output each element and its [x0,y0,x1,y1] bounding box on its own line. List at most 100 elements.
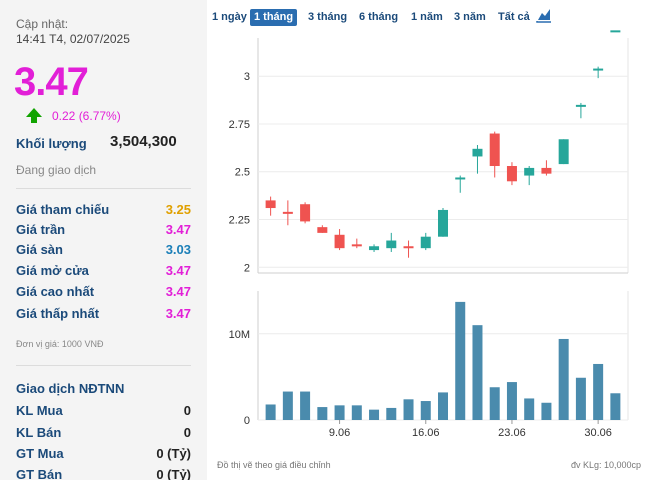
volume-label: Khối lượng [16,136,87,151]
volume-bar [489,387,500,420]
x-tick-label: 23.06 [498,427,526,439]
volume-value: 3,504,300 [110,133,177,150]
candle-body [300,204,311,222]
price-row-value: 3.47 [165,263,191,278]
price-tick-label: 2.25 [229,215,250,227]
price-row-value: 3.47 [165,222,191,237]
area-chart-icon[interactable] [536,7,552,23]
price-row: Giá cao nhất 3.47 [16,284,191,299]
divider [16,365,191,366]
chart-footnote: Đồ thị vẽ theo giá điều chỉnh [217,460,331,470]
foreign-row-value: 0 (Tỷ) [156,446,191,461]
volume-bar [438,392,448,420]
tab-1-năm[interactable]: 1 năm [411,11,443,23]
foreign-row-label: KL Mua [16,403,63,418]
price-row-label: Giá tham chiếu [16,202,110,217]
candle-body [575,104,586,107]
stock-info-panel: Cập nhật: 14:41 T4, 02/07/2025 3.47 0.22… [0,0,207,480]
price-row-label: Giá trần [16,222,66,237]
candle-body [282,211,293,214]
price-tick-label: 3 [244,71,250,83]
volume-bar [575,377,586,420]
price-row: Giá sàn 3.03 [16,242,191,257]
price-row: Giá trần 3.47 [16,222,191,237]
foreign-row: KL Bán 0 [16,425,191,440]
price-row: Giá mở cửa 3.47 [16,263,191,278]
volume-bar [420,401,431,420]
foreign-row-label: KL Bán [16,425,62,440]
x-tick-label: 30.06 [584,427,612,439]
volume-bar [282,391,293,420]
foreign-row-value: 0 [183,425,191,440]
volume-unit-note: đv KLg: 10,000cp [570,460,641,470]
foreign-row: GT Mua 0 (Tỷ) [16,446,191,461]
candle-body [506,166,517,182]
foreign-row-label: GT Mua [16,446,64,461]
foreign-row-label: GT Bán [16,467,63,480]
candle-body [317,227,328,233]
candle-body [524,167,535,176]
volume-bar [334,405,345,420]
price-tick-label: 2 [244,262,250,274]
price-row-value: 3.47 [165,284,191,299]
foreign-row-value: 0 [183,403,191,418]
price-row-label: Giá thấp nhất [16,306,100,321]
volume-bar [506,382,517,420]
price-row: Giá thấp nhất 3.47 [16,306,191,321]
tab-tất-cả[interactable]: Tất cả [498,11,530,23]
volume-bar [386,407,397,420]
up-arrow-icon-stem [31,116,37,123]
foreign-row-value: 0 (Tỷ) [156,467,191,480]
price-row-value: 3.47 [165,306,191,321]
candle-body [334,234,345,249]
price-unit-note: Đơn vị giá: 1000 VNĐ [16,339,104,349]
tab-1-ngày[interactable]: 1 ngày [212,11,247,23]
volume-bar [369,409,380,420]
candle-body [558,139,569,165]
volume-bar [524,398,535,420]
candle-body [455,177,466,180]
candle-body [489,133,500,167]
volume-bar [403,399,414,420]
price-row-label: Giá mở cửa [16,263,89,278]
candle-body [593,68,604,71]
volume-bar [265,404,276,420]
foreign-row: GT Bán 0 (Tỷ) [16,467,191,480]
current-price: 3.47 [14,60,89,104]
price-tick-label: 2.75 [229,119,250,131]
candle-body [541,167,552,174]
x-tick-label: 9.06 [329,427,350,439]
volume-bar [472,325,483,420]
up-arrow-icon [26,108,42,117]
volume-bar [610,393,621,420]
volume-tick-label: 10M [229,329,250,341]
price-row-value: 3.03 [165,242,191,257]
tab-1-tháng[interactable]: 1 tháng [250,9,298,26]
volume-bar [455,301,466,420]
candle-body [610,30,621,33]
price-row-label: Giá sàn [16,242,63,257]
tab-3-tháng[interactable]: 3 tháng [308,11,348,23]
price-row-label: Giá cao nhất [16,284,95,299]
tab-6-tháng[interactable]: 6 tháng [359,11,399,23]
tab-3-năm[interactable]: 3 năm [454,11,486,23]
volume-bar [351,405,362,420]
volume-bar [541,402,552,420]
candle-body [386,240,397,249]
candle-body [472,148,483,157]
volume-tick-label: 0 [244,415,250,427]
x-tick-label: 16.06 [412,427,440,439]
candle-body [351,244,362,247]
price-volume-chart: 2 2.25 2.5 2.75 3 0 10M 9.06 16.06 23.06 30.06 [229,30,629,439]
volume-bar [317,407,328,420]
candle-body [369,246,380,251]
price-tick-label: 2.5 [235,167,250,179]
volume-bar [558,338,569,420]
candle-body [438,209,448,237]
update-time: 14:41 T4, 02/07/2025 [16,32,130,46]
candle-body [403,246,414,249]
price-row-value: 3.25 [165,202,191,217]
divider [16,188,191,189]
foreign-row: KL Mua 0 [16,403,191,418]
volume-bar [300,391,311,420]
